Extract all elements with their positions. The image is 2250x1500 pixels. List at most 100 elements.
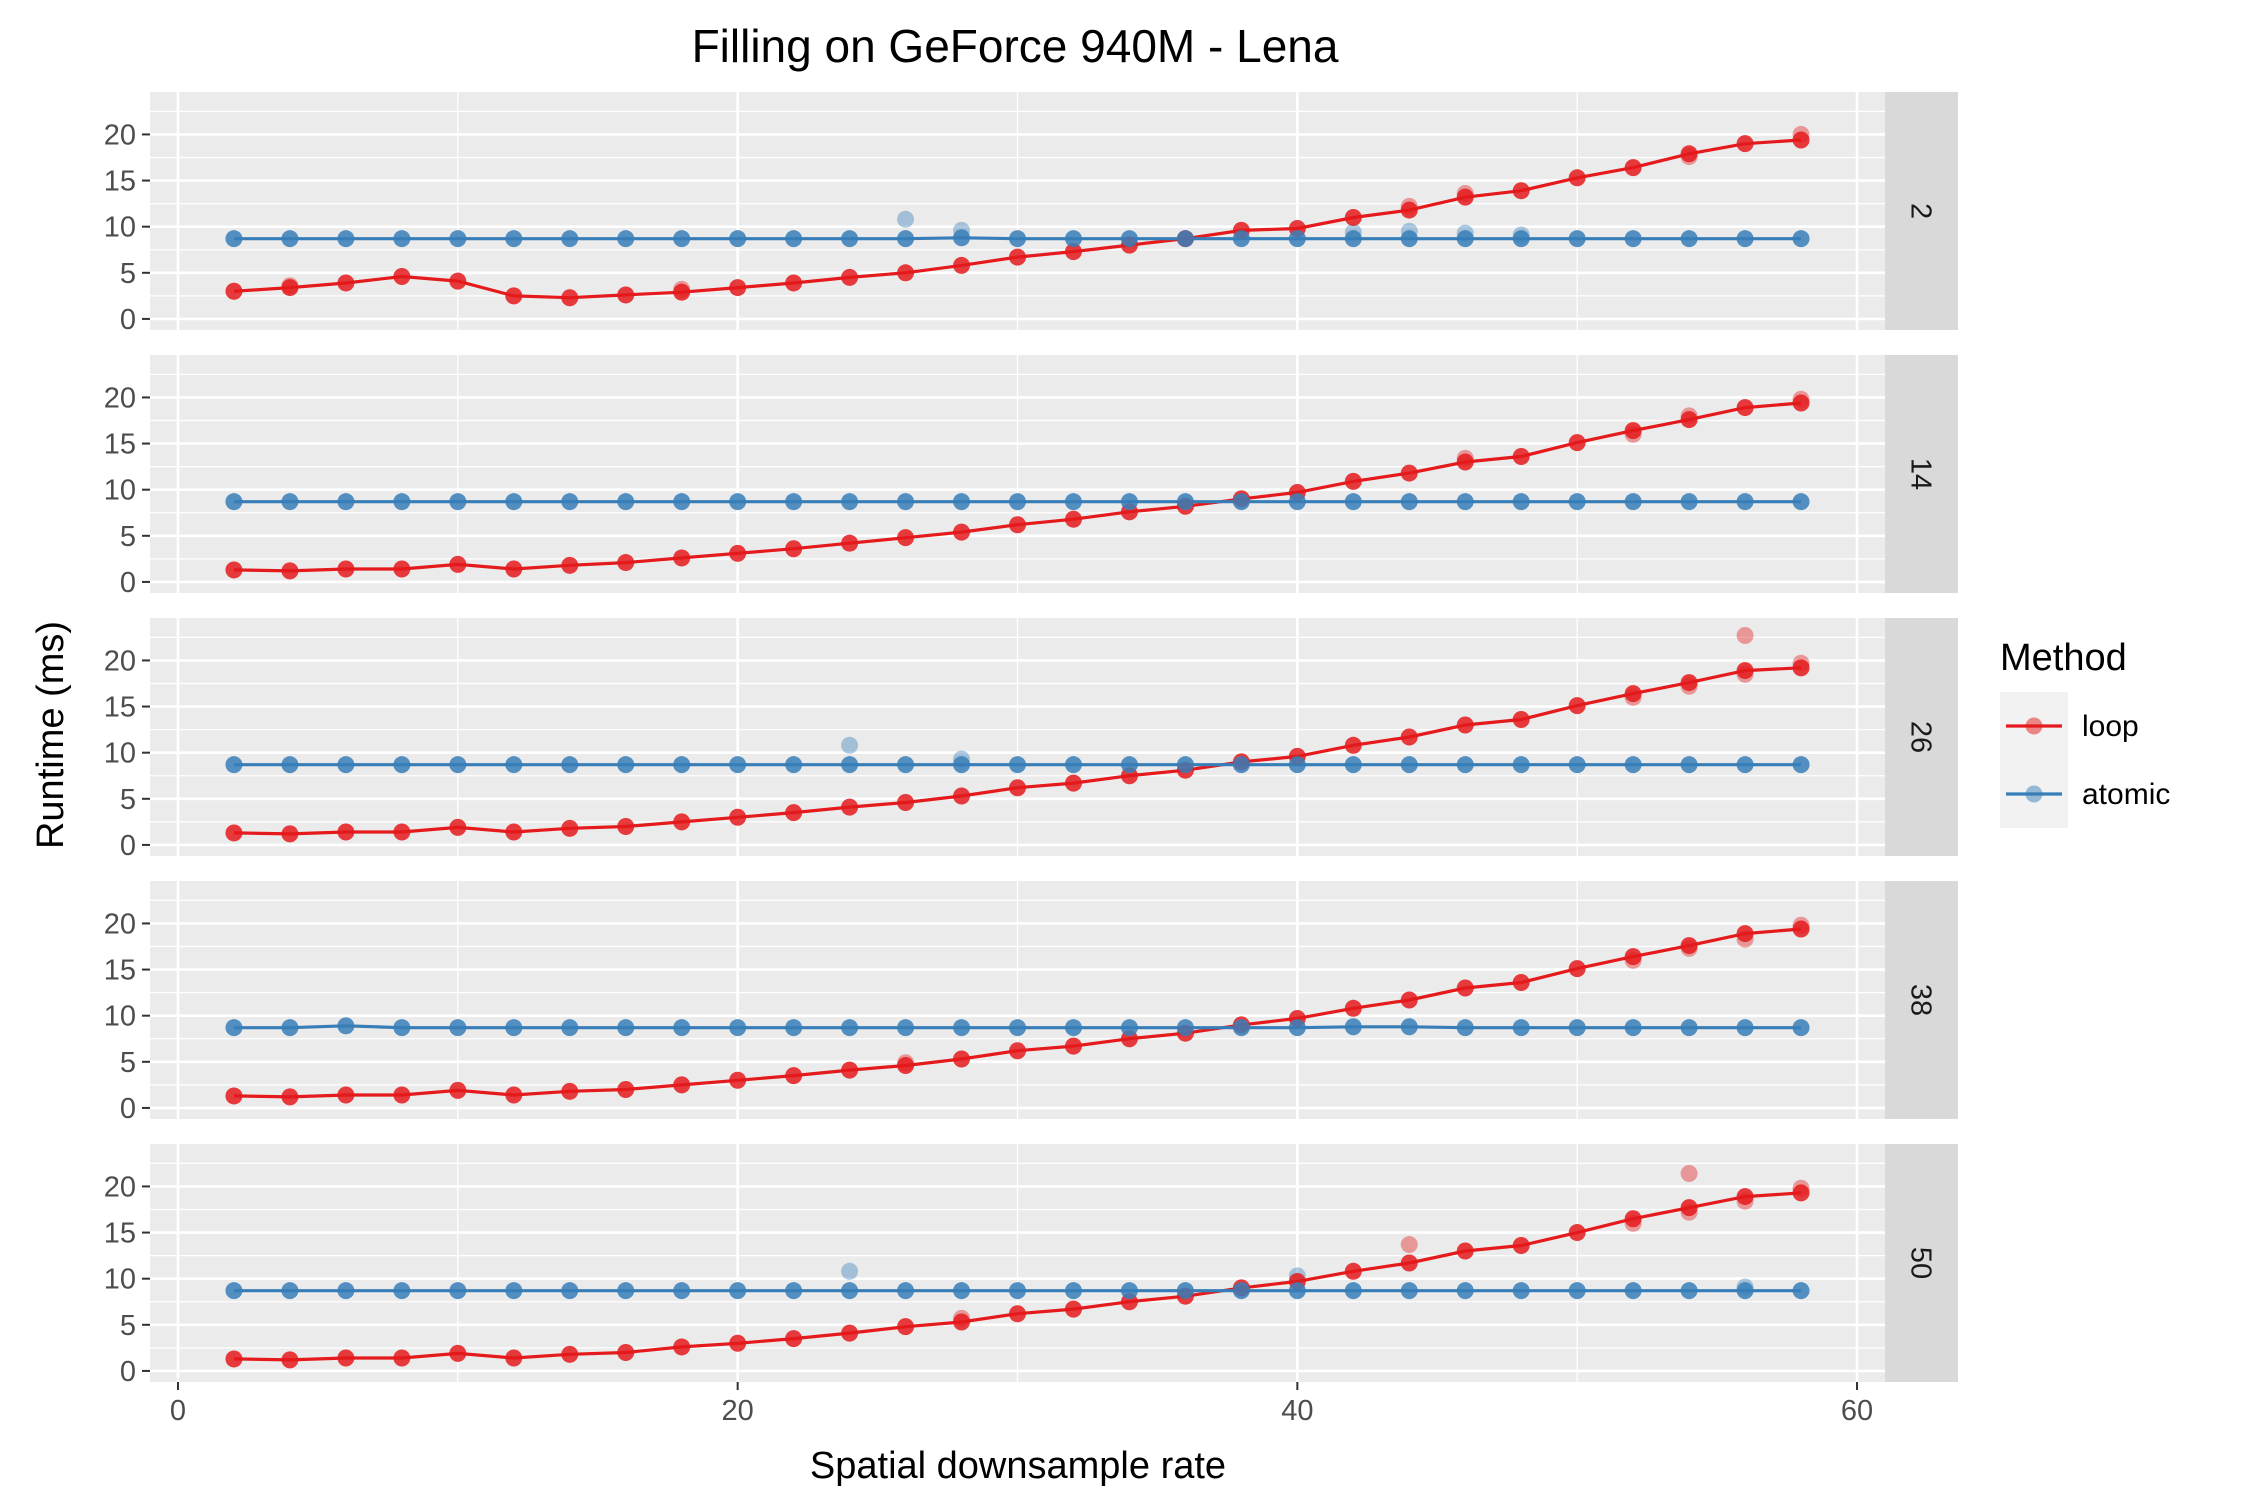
data-point-loop bbox=[1624, 1210, 1642, 1228]
data-point-atomic bbox=[1120, 1282, 1138, 1300]
data-point-atomic bbox=[673, 230, 691, 248]
facet-panel-14: 0 5 10 15 20 14 bbox=[104, 355, 1958, 599]
data-point-loop bbox=[1456, 1242, 1474, 1260]
data-point-atomic bbox=[1344, 756, 1362, 774]
data-point-atomic bbox=[393, 756, 411, 774]
data-point-loop bbox=[673, 1076, 691, 1094]
data-point-atomic bbox=[225, 1019, 243, 1037]
data-point-atomic bbox=[449, 1282, 467, 1300]
data-point-loop bbox=[1009, 779, 1026, 797]
data-point-atomic bbox=[897, 756, 915, 774]
x-axis-title: Spatial downsample rate bbox=[810, 1445, 1226, 1487]
data-point-atomic bbox=[953, 229, 971, 247]
data-point-atomic bbox=[1176, 493, 1194, 511]
y-tick-label: 0 bbox=[120, 1356, 136, 1388]
data-point-atomic bbox=[1120, 493, 1138, 511]
data-point-loop bbox=[505, 1349, 523, 1367]
data-point-loop bbox=[953, 1313, 971, 1331]
data-point-loop bbox=[1400, 464, 1418, 482]
facet-strip bbox=[1885, 618, 1958, 856]
data-point-loop bbox=[953, 1050, 971, 1068]
data-point-atomic bbox=[1736, 1019, 1754, 1037]
data-point-atomic bbox=[1792, 1019, 1810, 1037]
data-point-loop bbox=[953, 256, 971, 274]
data-point-loop bbox=[897, 264, 915, 282]
data-point-atomic bbox=[1736, 756, 1754, 774]
data-point-atomic bbox=[1792, 756, 1810, 774]
data-point-loop bbox=[1680, 145, 1698, 163]
data-point-atomic bbox=[841, 1282, 859, 1300]
data-point-atomic bbox=[617, 230, 635, 248]
y-tick-label: 15 bbox=[104, 692, 136, 724]
data-point-loop bbox=[449, 1344, 467, 1362]
data-point-atomic bbox=[1456, 1019, 1474, 1037]
data-point-atomic bbox=[1288, 230, 1306, 248]
data-point-loop bbox=[337, 1086, 355, 1104]
data-point-loop bbox=[1400, 201, 1418, 219]
data-point-loop bbox=[561, 556, 579, 574]
data-point-loop bbox=[729, 1334, 747, 1352]
data-point-loop bbox=[1064, 1300, 1082, 1318]
data-point-loop bbox=[1568, 434, 1586, 452]
data-point-loop bbox=[1792, 659, 1810, 677]
data-point-loop bbox=[393, 1349, 411, 1367]
y-tick-label: 0 bbox=[120, 304, 136, 336]
data-point-atomic bbox=[1736, 1282, 1754, 1300]
data-point-atomic bbox=[561, 230, 579, 248]
data-point-atomic bbox=[1232, 1019, 1250, 1037]
data-point-atomic bbox=[1456, 1282, 1474, 1300]
data-point-loop bbox=[1456, 716, 1474, 734]
data-point-loop bbox=[1624, 159, 1642, 177]
data-point-atomic bbox=[1680, 1019, 1698, 1037]
data-point-atomic bbox=[1288, 493, 1306, 511]
y-tick-label: 20 bbox=[104, 382, 136, 414]
data-point-loop bbox=[673, 813, 691, 831]
data-point-atomic bbox=[505, 1019, 523, 1037]
data-point-atomic bbox=[393, 230, 411, 248]
data-point-loop bbox=[1680, 1199, 1698, 1217]
data-point-loop bbox=[561, 289, 579, 307]
data-point-loop bbox=[1792, 920, 1810, 938]
data-point-atomic bbox=[393, 493, 411, 511]
data-point-loop bbox=[449, 818, 467, 836]
data-point-atomic bbox=[1120, 756, 1138, 774]
facet-strip-label: 2 bbox=[1905, 203, 1937, 219]
data-point-loop bbox=[1009, 1305, 1026, 1323]
data-point-atomic bbox=[1512, 756, 1530, 774]
data-point-loop bbox=[617, 1080, 635, 1098]
data-point-loop bbox=[785, 804, 803, 822]
x-tick-label: 60 bbox=[1841, 1395, 1873, 1427]
y-tick-label: 5 bbox=[120, 1047, 136, 1079]
data-point-loop bbox=[337, 560, 355, 578]
data-point-atomic bbox=[785, 756, 803, 774]
data-point-atomic bbox=[1344, 230, 1362, 248]
chart-title: Filling on GeForce 940M - Lena bbox=[692, 20, 1339, 72]
data-point-loop bbox=[281, 1351, 299, 1369]
data-point-atomic bbox=[1009, 230, 1026, 248]
data-point-loop bbox=[729, 544, 747, 562]
data-point-loop bbox=[1568, 697, 1586, 715]
data-point-atomic bbox=[673, 1282, 691, 1300]
data-point-loop bbox=[1624, 948, 1642, 966]
data-point-atomic bbox=[953, 1282, 971, 1300]
facet-strip bbox=[1885, 355, 1958, 593]
data-point-loop bbox=[1344, 736, 1362, 754]
data-point-atomic bbox=[897, 1282, 915, 1300]
data-point-loop bbox=[561, 1345, 579, 1363]
data-point-atomic bbox=[617, 756, 635, 774]
data-point-atomic bbox=[1400, 230, 1418, 248]
data-point-atomic bbox=[1680, 1282, 1698, 1300]
data-point-atomic bbox=[1400, 493, 1418, 511]
data-point-loop bbox=[1064, 243, 1082, 261]
data-point-atomic bbox=[561, 1019, 579, 1037]
data-point-atomic bbox=[1064, 1019, 1082, 1037]
data-point-loop bbox=[673, 283, 691, 301]
data-point-atomic bbox=[337, 756, 355, 774]
data-point-loop bbox=[1512, 973, 1530, 991]
data-point-loop bbox=[897, 1318, 915, 1336]
data-point-loop bbox=[505, 560, 523, 578]
data-point-atomic bbox=[337, 1282, 355, 1300]
data-point-loop bbox=[1400, 728, 1418, 746]
facet-strip-label: 14 bbox=[1905, 458, 1937, 490]
